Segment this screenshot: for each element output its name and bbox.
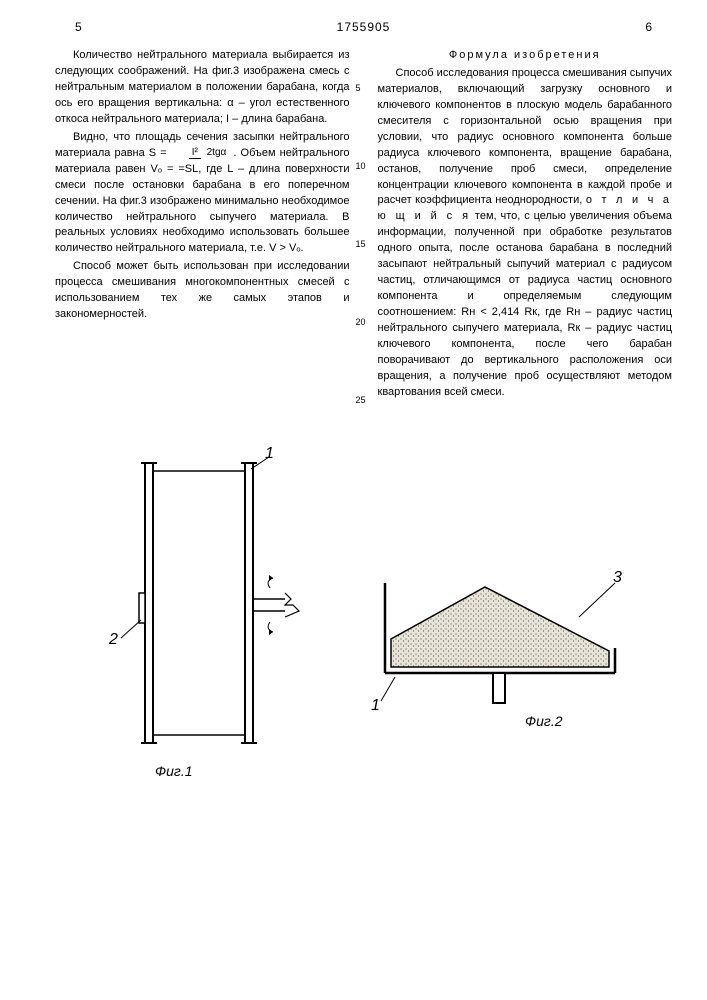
line-mark-5: 5 (356, 82, 361, 95)
frac-denominator: 2tgα (204, 147, 230, 158)
fig2-caption: Фиг.2 (525, 713, 563, 729)
fig1-svg (115, 443, 315, 783)
fig1-leader-1 (243, 455, 273, 475)
col1-para1: Количество нейтрального материала выбира… (55, 48, 350, 128)
column-right: 5 10 15 20 25 Формула изобретения Способ… (378, 48, 673, 403)
column-left: Количество нейтрального материала выбира… (55, 48, 350, 403)
col1-p2-post: . Объем нейтрального материала равен Vₒ … (55, 147, 350, 255)
formula-fraction: I² 2tgα (171, 146, 230, 161)
claims-title: Формула изобретения (378, 48, 673, 64)
page-num-right: 6 (645, 20, 652, 34)
page-num-left: 5 (75, 20, 82, 34)
figure-2: 3 1 Фиг.2 (365, 553, 645, 743)
fig2-leader-3 (575, 581, 620, 621)
document-number: 1755905 (82, 20, 646, 34)
fig1-leader-2 (117, 618, 147, 643)
col2-p1a: Способ исследования процесса смешивания … (378, 67, 673, 207)
line-mark-25: 25 (356, 394, 366, 407)
figures-area: 1 2 Фиг.1 (55, 443, 672, 893)
line-mark-10: 10 (356, 160, 366, 173)
text-columns: Количество нейтрального материала выбира… (55, 48, 672, 403)
page-header: 5 1755905 6 (55, 20, 672, 34)
col2-para1: Способ исследования процесса смешивания … (378, 66, 673, 401)
col1-para3: Способ может быть использован при исслед… (55, 259, 350, 323)
col1-para2: Видно, что площадь сечения засыпки нейтр… (55, 130, 350, 258)
figure-1: 1 2 Фиг.1 (115, 443, 315, 783)
line-mark-20: 20 (356, 316, 366, 329)
fig2-leader-1 (379, 675, 409, 703)
fig1-caption: Фиг.1 (155, 763, 193, 779)
col2-p1c: тем, что, с целью увеличения объема инфо… (378, 210, 673, 397)
line-mark-15: 15 (356, 238, 366, 251)
patent-page: 5 1755905 6 Количество нейтрального мате… (0, 0, 707, 1000)
frac-numerator: I² (189, 147, 201, 159)
